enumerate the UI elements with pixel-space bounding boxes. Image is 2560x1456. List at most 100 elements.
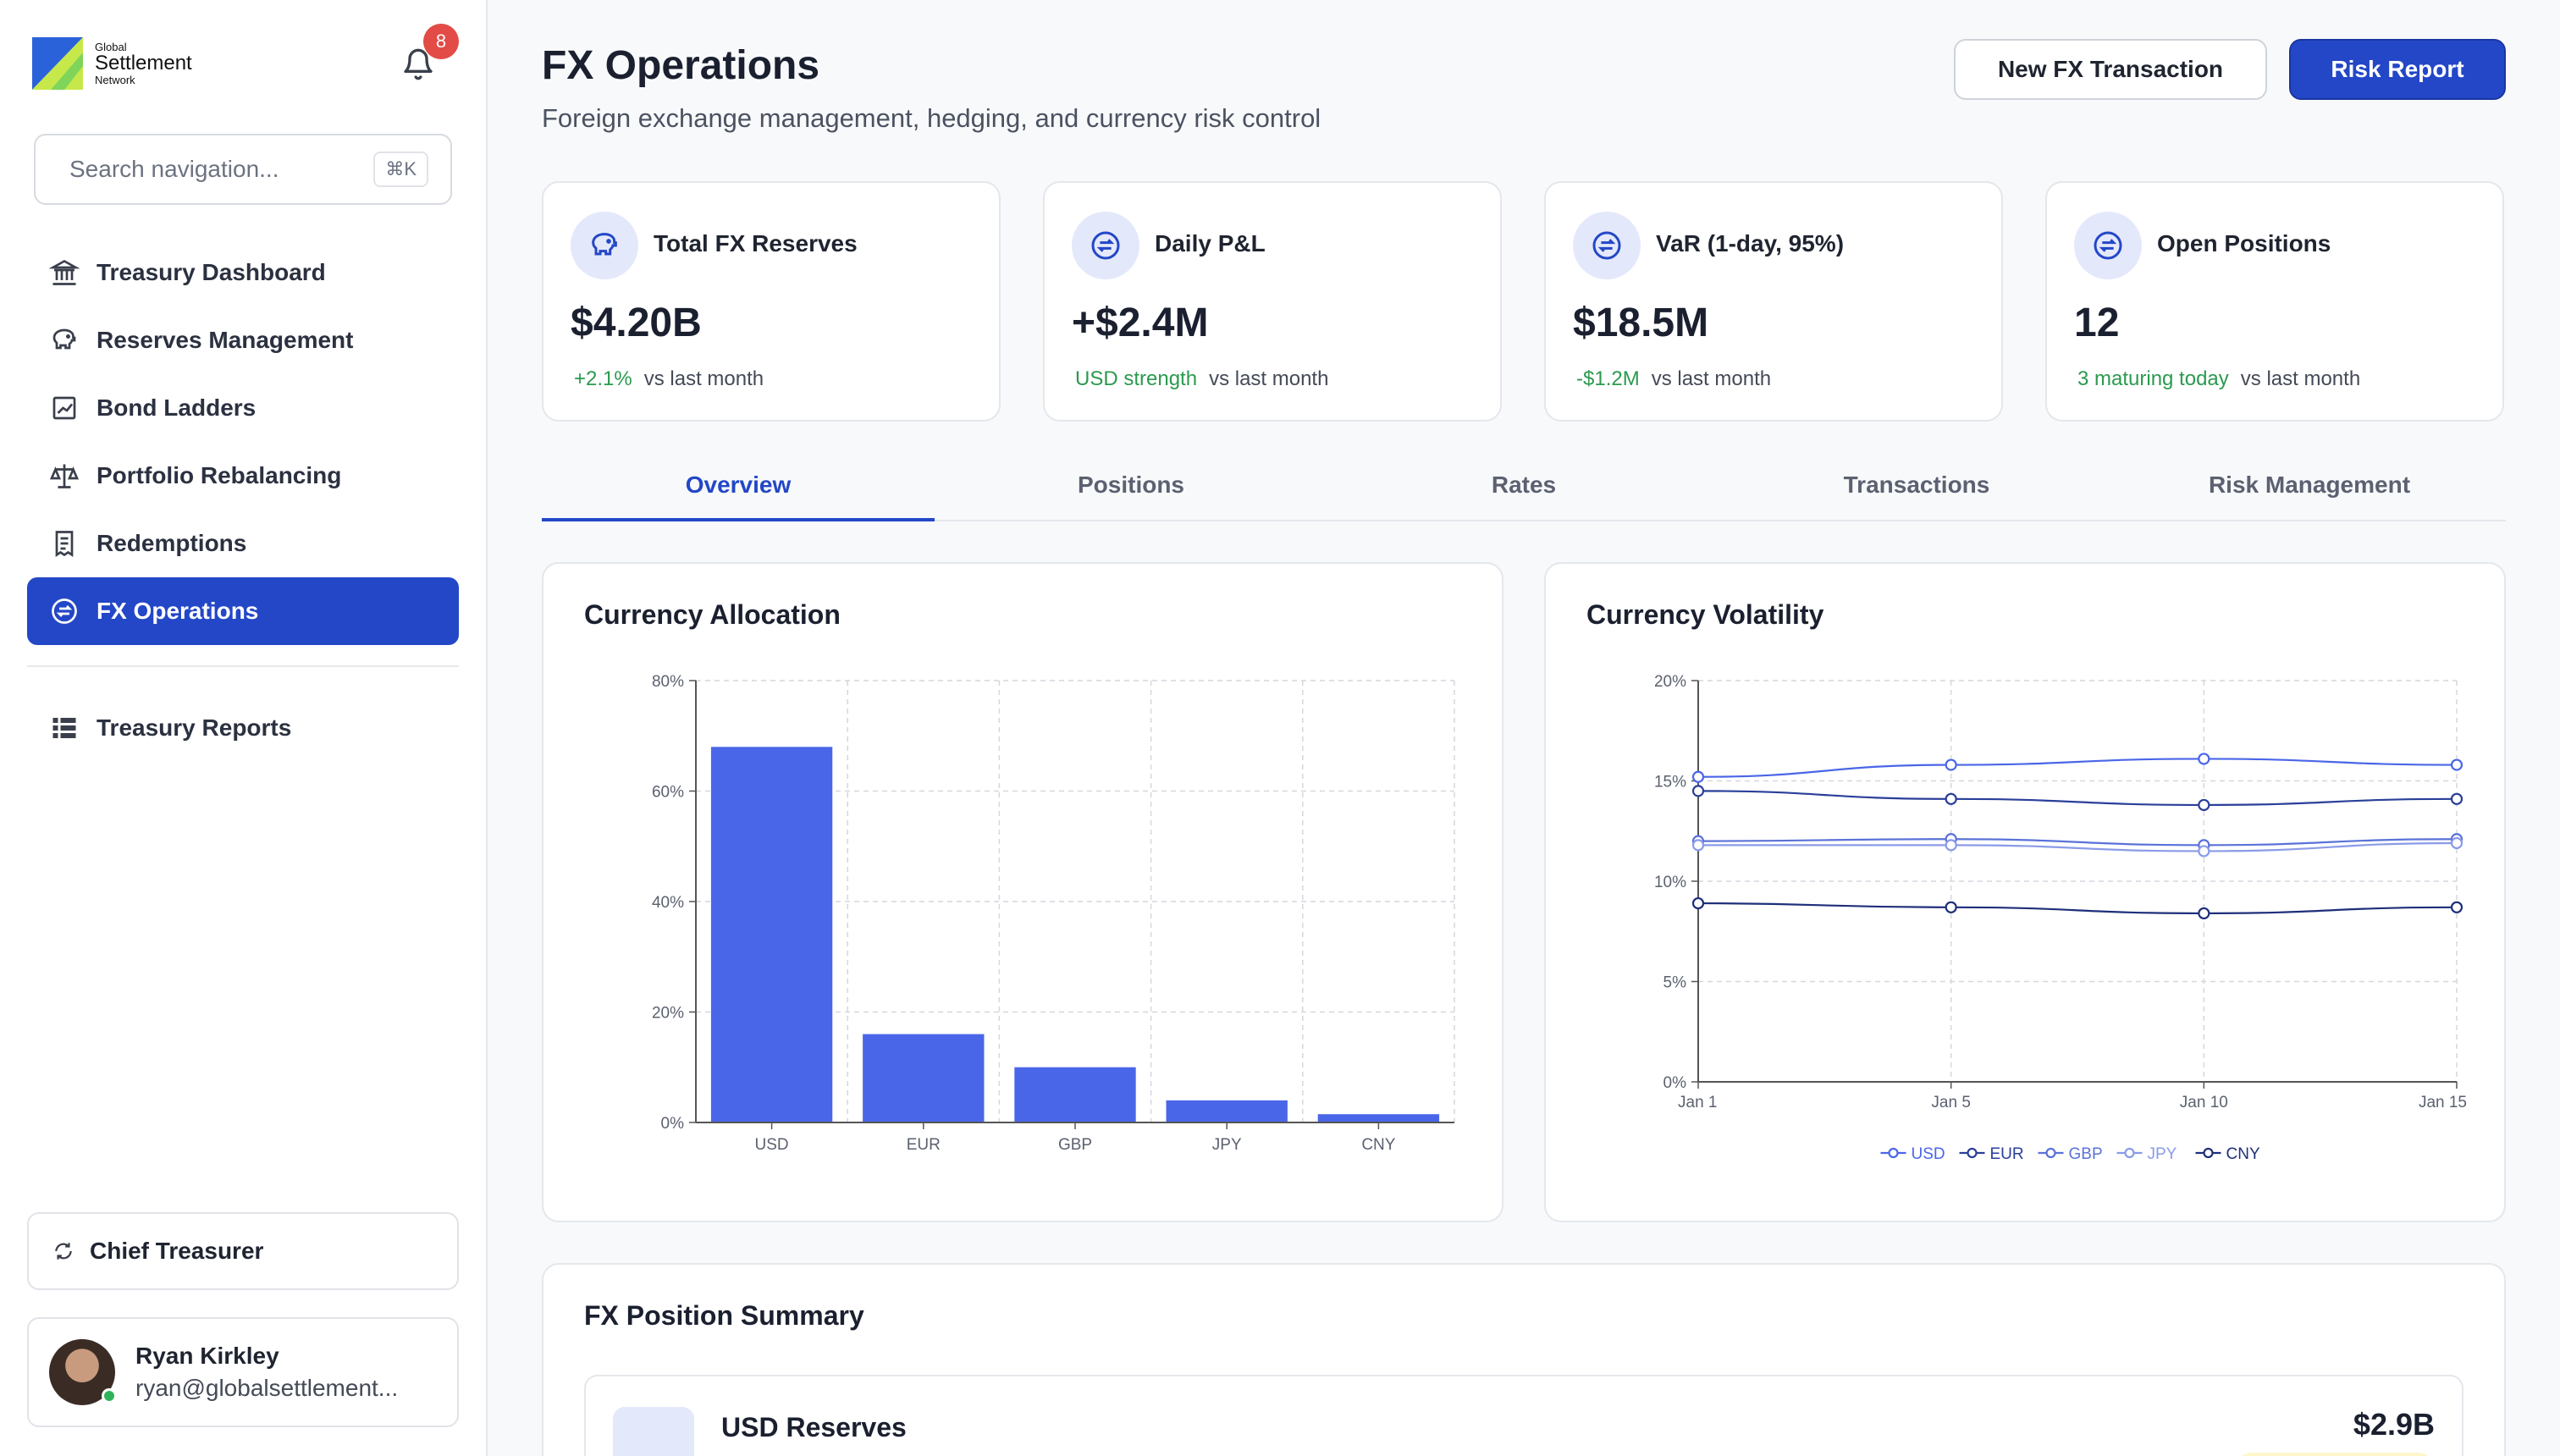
y-tick-label: 10% — [1654, 874, 1686, 891]
position-name: USD Reserves — [721, 1412, 907, 1442]
notification-bell-button[interactable] — [398, 44, 439, 85]
chart-title: Currency Allocation — [584, 599, 841, 630]
series-point-usd — [1945, 758, 1957, 771]
chart-square-icon — [47, 391, 81, 425]
series-point-cny — [1945, 901, 1957, 913]
exchange-circle-icon — [2074, 212, 2142, 279]
currency-allocation-chart: 0% 20% 40% 60% 80% USD EUR GBP JPY CNY — [652, 673, 1455, 1154]
legend-marker — [2203, 1147, 2214, 1159]
tab-positions[interactable]: Positions — [1077, 472, 1184, 498]
legend-marker — [2045, 1147, 2056, 1159]
y-tick-label: 0% — [1663, 1074, 1687, 1092]
kpi-note: vs last month — [1209, 367, 1329, 390]
series-point-eur — [2450, 792, 2463, 805]
y-tick-label: 5% — [1663, 974, 1687, 992]
bar-usd — [710, 747, 833, 1122]
series-point-usd — [2450, 758, 2463, 771]
fx-position-summary-card: FX Position Summary USD USD Reserves $2.… — [542, 1263, 2506, 1456]
series-line-gbp — [1697, 838, 2458, 847]
series-line-usd — [1697, 758, 2458, 778]
exchange-circle-icon — [1072, 212, 1139, 279]
series-line-eur — [1697, 790, 2458, 807]
kpi-card-var: VaR (1-day, 95%) $18.5M -$1.2M vs last mo… — [1544, 181, 2003, 422]
kpi-delta: -$1.2M — [1576, 367, 1640, 390]
legend-marker — [2124, 1147, 2135, 1159]
exchange-circle-icon — [47, 594, 81, 628]
kpi-footer: USD strength vs last month — [1075, 367, 1328, 391]
brand[interactable]: Global Settlement Network — [32, 37, 192, 90]
sidebar-item-label: Portfolio Rebalancing — [97, 462, 342, 488]
bar-cny — [1317, 1114, 1440, 1122]
y-tick-label: 80% — [652, 673, 684, 691]
search-placeholder: Search navigation... — [69, 156, 279, 182]
sidebar-item-treasury-dashboard[interactable]: Treasury Dashboard — [27, 239, 459, 306]
search-shortcut-hint: ⌘K — [373, 152, 428, 187]
kpi-value: $18.5M — [1573, 301, 1709, 345]
series-point-jpy — [2450, 836, 2463, 850]
series-point-cny — [1691, 896, 1705, 910]
brand-line2: Settlement — [95, 52, 192, 75]
sidebar-item-portfolio-rebalancing[interactable]: Portfolio Rebalancing — [27, 442, 459, 510]
bell-icon — [404, 48, 433, 80]
piggy-bank-icon — [571, 212, 638, 279]
kpi-delta: +2.1% — [574, 367, 632, 390]
user-name: Ryan Kirkley — [135, 1343, 279, 1369]
sidebar-item-treasury-reports[interactable]: Treasury Reports — [27, 694, 459, 762]
x-tick-label: USD — [755, 1136, 789, 1154]
sidebar-item-label: Treasury Dashboard — [97, 259, 326, 285]
kpi-footer: 3 maturing today vs last month — [2077, 367, 2360, 391]
series-point-jpy — [1945, 839, 1957, 852]
user-email: ryan@globalsettlement... — [135, 1375, 399, 1401]
legend-label-cny: CNY — [2226, 1145, 2260, 1163]
new-fx-transaction-button[interactable]: New FX Transaction — [1954, 39, 2267, 100]
sidebar-item-label: FX Operations — [97, 598, 259, 624]
x-tick-label: EUR — [907, 1136, 941, 1154]
series-point-eur — [2198, 798, 2210, 812]
sidebar-item-redemptions[interactable]: Redemptions — [27, 510, 459, 577]
chart-title: Currency Volatility — [1586, 599, 1824, 630]
series-point-eur — [1691, 785, 1705, 797]
sidebar-item-reserves-management[interactable]: Reserves Management — [27, 306, 459, 374]
sidebar-item-label: Reserves Management — [97, 327, 354, 353]
kpi-value: 12 — [2074, 301, 2120, 345]
bar-eur — [863, 1034, 985, 1122]
series-line-cny — [1697, 902, 2458, 915]
role-label: Chief Treasurer — [90, 1238, 264, 1264]
brand-line3: Network — [95, 73, 135, 86]
kpi-note: vs last month — [2240, 367, 2361, 390]
kpi-label: Open Positions — [2157, 230, 2331, 256]
page-subtitle: Foreign exchange management, hedging, an… — [542, 103, 1321, 133]
x-tick-label: Jan 10 — [2180, 1094, 2228, 1111]
kpi-value: $4.20B — [571, 301, 702, 345]
sidebar-item-label: Bond Ladders — [97, 394, 257, 421]
currency-code-badge: USD — [613, 1407, 694, 1456]
exchange-circle-icon — [1573, 212, 1641, 279]
user-profile-card[interactable]: Ryan Kirkley ryan@globalsettlement... — [27, 1317, 459, 1427]
bar-jpy — [1166, 1100, 1288, 1122]
nav-divider — [27, 665, 459, 667]
tab-risk-management[interactable]: Risk Management — [2208, 472, 2411, 498]
kpi-footer: +2.1% vs last month — [574, 367, 764, 391]
role-switcher-button[interactable]: Chief Treasurer — [27, 1212, 459, 1290]
tab-transactions[interactable]: Transactions — [1843, 472, 1990, 498]
y-tick-label: 0% — [661, 1115, 685, 1133]
tab-bar: Overview Positions Rates Transactions Ri… — [542, 450, 2506, 521]
sidebar-item-fx-operations[interactable]: FX Operations — [27, 577, 459, 645]
sidebar-nav: Treasury Dashboard Reserves Management B… — [27, 239, 459, 762]
series-point-jpy — [2198, 845, 2210, 858]
x-tick-label: CNY — [1361, 1136, 1395, 1154]
search-navigation-input[interactable]: Search navigation... ⌘K — [34, 134, 452, 205]
kpi-card-open-positions: Open Positions 12 3 maturing today vs las… — [2045, 181, 2504, 422]
tab-rates[interactable]: Rates — [1491, 472, 1557, 498]
risk-report-button[interactable]: Risk Report — [2289, 39, 2506, 100]
bar-gbp — [1014, 1067, 1136, 1122]
series-point-jpy — [1691, 839, 1705, 852]
position-row[interactable]: USD USD Reserves $2.9B — [584, 1375, 2463, 1456]
tab-overview[interactable]: Overview — [542, 450, 935, 521]
notification-count-badge: 8 — [423, 24, 459, 59]
y-tick-label: 15% — [1654, 774, 1686, 791]
sidebar-item-bond-ladders[interactable]: Bond Ladders — [27, 374, 459, 442]
x-tick-label: Jan 5 — [1931, 1094, 1970, 1111]
legend-marker — [1888, 1147, 1899, 1159]
y-tick-label: 40% — [652, 894, 684, 912]
